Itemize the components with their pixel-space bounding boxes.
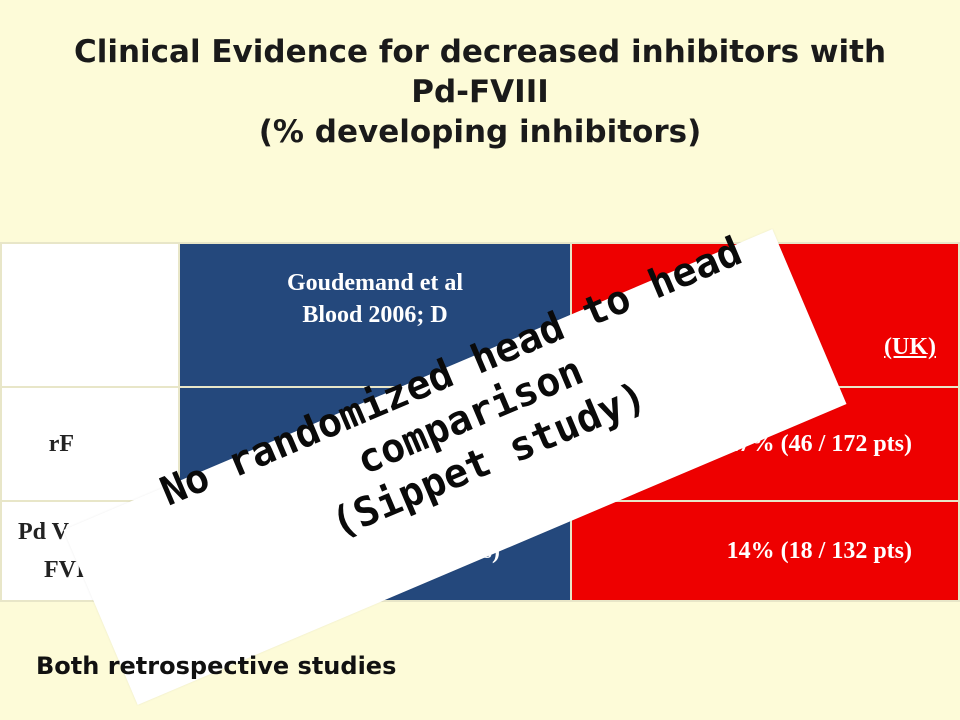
title-line-2: Pd-FVIII bbox=[411, 74, 549, 110]
slide-title: Clinical Evidence for decreased inhibito… bbox=[0, 32, 960, 152]
footer-note: Both retrospective studies bbox=[36, 652, 397, 680]
row-label-rf: rF bbox=[0, 386, 180, 502]
header-goudemand-line-2: Blood 2006; D bbox=[302, 302, 448, 328]
uk-link[interactable]: (UK) bbox=[884, 334, 936, 360]
title-line-1: Clinical Evidence for decreased inhibito… bbox=[73, 34, 887, 70]
title-line-3: (% developing inhibitors) bbox=[258, 114, 702, 150]
header-empty-cell bbox=[0, 242, 180, 388]
header-goudemand-line-1: Goudemand et al bbox=[286, 270, 463, 296]
row-pd-uk-value: 14% (18 / 132 pts) bbox=[570, 500, 960, 602]
header-uk-citation[interactable]: (UK) bbox=[572, 331, 958, 363]
row-label-pd-line-1: Pd V bbox=[18, 519, 69, 545]
